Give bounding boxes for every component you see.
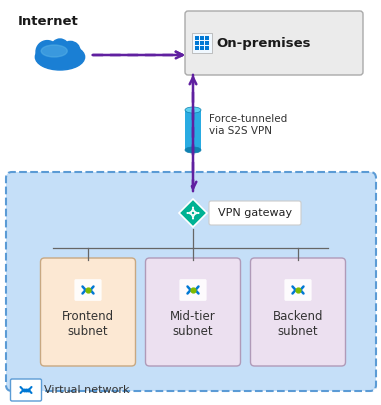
FancyBboxPatch shape [284, 279, 312, 301]
FancyBboxPatch shape [146, 258, 240, 366]
Bar [200, 41, 204, 45]
Text: Mid-tier
subnet: Mid-tier subnet [170, 310, 216, 338]
Bar [192, 33, 212, 53]
Circle shape [51, 39, 69, 57]
Text: VPN gateway: VPN gateway [218, 208, 292, 218]
Text: Virtual network: Virtual network [44, 385, 130, 395]
FancyBboxPatch shape [6, 172, 376, 391]
Ellipse shape [185, 147, 201, 153]
Text: Force-tunneled
via S2S VPN: Force-tunneled via S2S VPN [209, 114, 287, 136]
Bar [205, 41, 209, 45]
FancyBboxPatch shape [11, 379, 42, 401]
Text: Frontend
subnet: Frontend subnet [62, 310, 114, 338]
Circle shape [36, 40, 58, 63]
Text: Backend
subnet: Backend subnet [273, 310, 323, 338]
Bar [195, 36, 199, 40]
Circle shape [61, 41, 80, 61]
FancyBboxPatch shape [209, 201, 301, 225]
FancyBboxPatch shape [250, 258, 346, 366]
Bar [200, 36, 204, 40]
Bar [185, 110, 201, 150]
Text: On-premises: On-premises [216, 36, 311, 49]
Bar [195, 41, 199, 45]
Ellipse shape [41, 45, 67, 57]
Ellipse shape [35, 44, 85, 70]
FancyBboxPatch shape [179, 279, 207, 301]
Text: Internet: Internet [18, 15, 79, 28]
FancyBboxPatch shape [40, 258, 136, 366]
FancyBboxPatch shape [185, 11, 363, 75]
FancyBboxPatch shape [74, 279, 102, 301]
Bar [195, 46, 199, 50]
Bar [205, 36, 209, 40]
Polygon shape [179, 199, 207, 227]
Ellipse shape [185, 107, 201, 113]
Bar [205, 46, 209, 50]
Bar [200, 46, 204, 50]
